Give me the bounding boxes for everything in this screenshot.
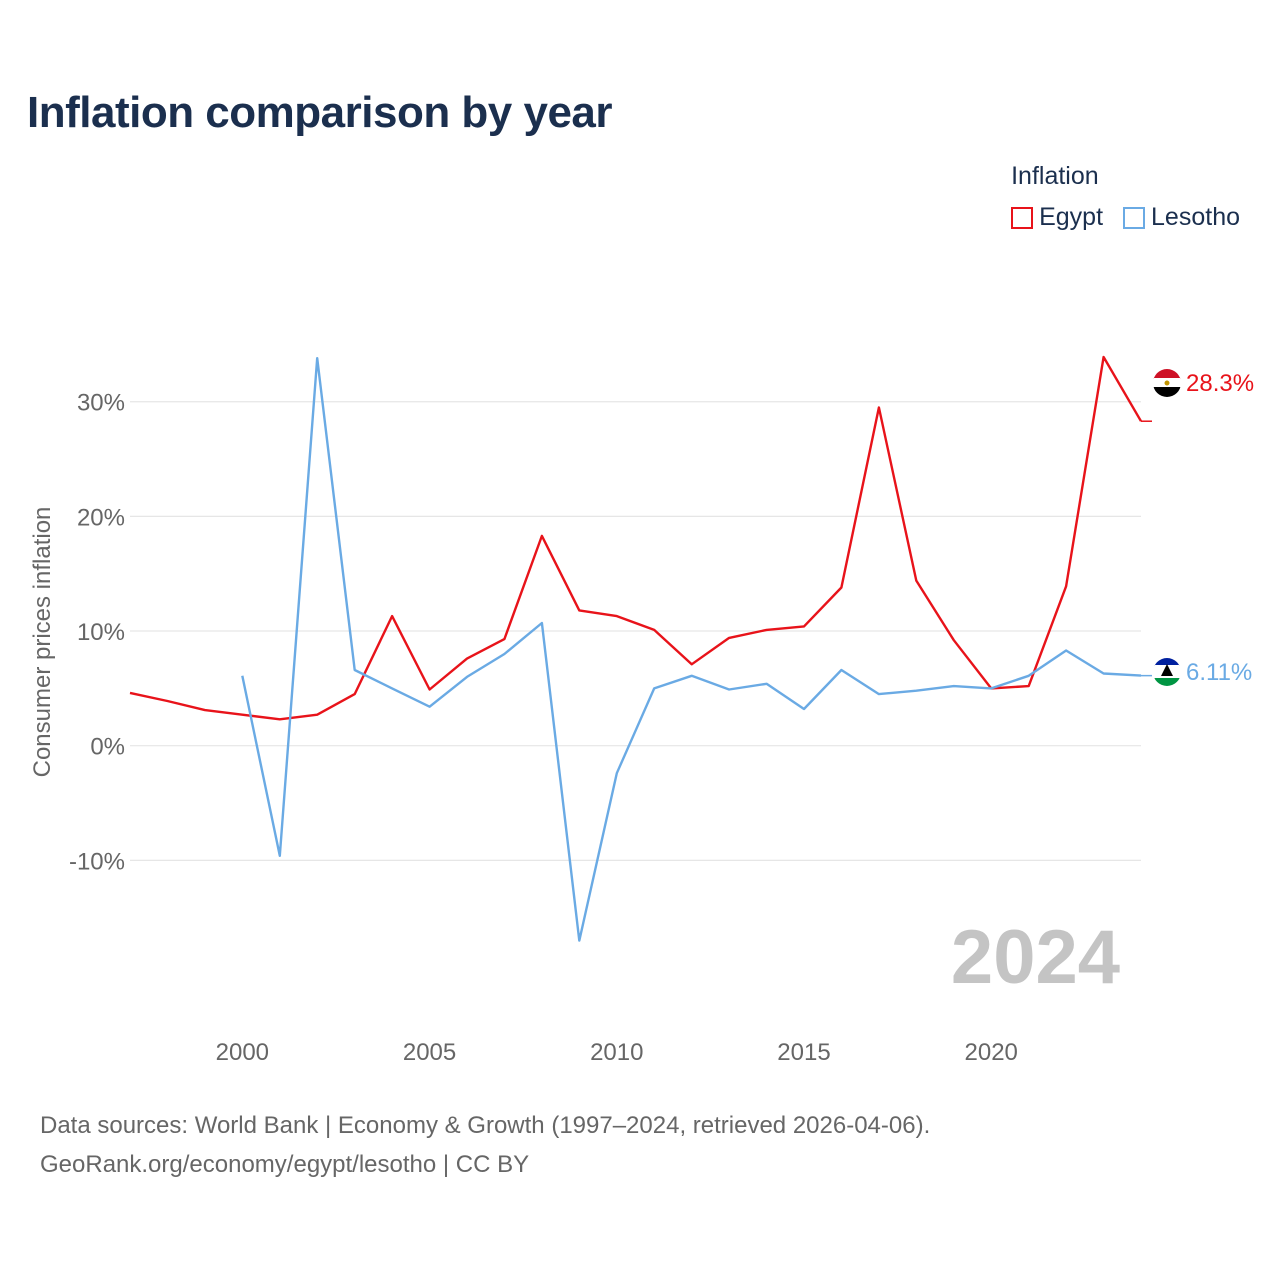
egypt-flag-icon — [1153, 369, 1181, 397]
y-tick-label: 20% — [77, 504, 125, 531]
x-tick-label: 2015 — [777, 1039, 830, 1066]
x-tick-label: 2010 — [590, 1039, 643, 1066]
end-markers — [1153, 369, 1181, 686]
x-tick-label: 2000 — [216, 1039, 269, 1066]
series-line-egypt — [129, 355, 1143, 721]
legend-swatch-egypt — [1011, 206, 1034, 229]
y-axis-ticks: -10% 0% 10% 20% 30% — [69, 390, 125, 876]
y-axis-label: Consumer prices inflation — [29, 507, 56, 778]
data-source: Data sources: World Bank | Economy & Gro… — [40, 1106, 930, 1184]
year-label: 2024 — [951, 915, 1120, 1000]
end-label-egypt: 28.3% — [1186, 370, 1254, 397]
legend-item-lesotho[interactable]: Lesotho — [1123, 203, 1240, 232]
legend-label-lesotho: Lesotho — [1151, 203, 1240, 231]
x-tick-label: 2005 — [403, 1039, 456, 1066]
grid-lines — [130, 401, 1141, 861]
series-lines — [129, 355, 1152, 942]
x-tick-label: 2020 — [965, 1039, 1018, 1066]
y-tick-label: 30% — [77, 390, 125, 417]
source-line-1: Data sources: World Bank | Economy & Gro… — [40, 1112, 931, 1139]
legend-swatch-lesotho — [1123, 206, 1146, 229]
legend: Inflation Egypt Lesotho — [1011, 162, 1240, 232]
y-tick-label: 10% — [77, 619, 125, 646]
legend-title: Inflation — [1011, 162, 1099, 190]
chart-title: Inflation comparison by year — [27, 88, 613, 137]
source-line-2: GeoRank.org/economy/egypt/lesotho | CC B… — [40, 1151, 530, 1178]
y-tick-label: 0% — [90, 734, 125, 761]
end-label-lesotho: 6.11% — [1186, 659, 1252, 686]
y-tick-label: -10% — [69, 848, 125, 875]
series-line-lesotho — [241, 357, 1142, 942]
legend-item-egypt[interactable]: Egypt — [1011, 203, 1103, 232]
x-axis-ticks: 2000 2005 2010 2015 2020 — [216, 1039, 1018, 1066]
lesotho-flag-icon — [1153, 658, 1181, 686]
legend-label-egypt: Egypt — [1039, 203, 1104, 231]
